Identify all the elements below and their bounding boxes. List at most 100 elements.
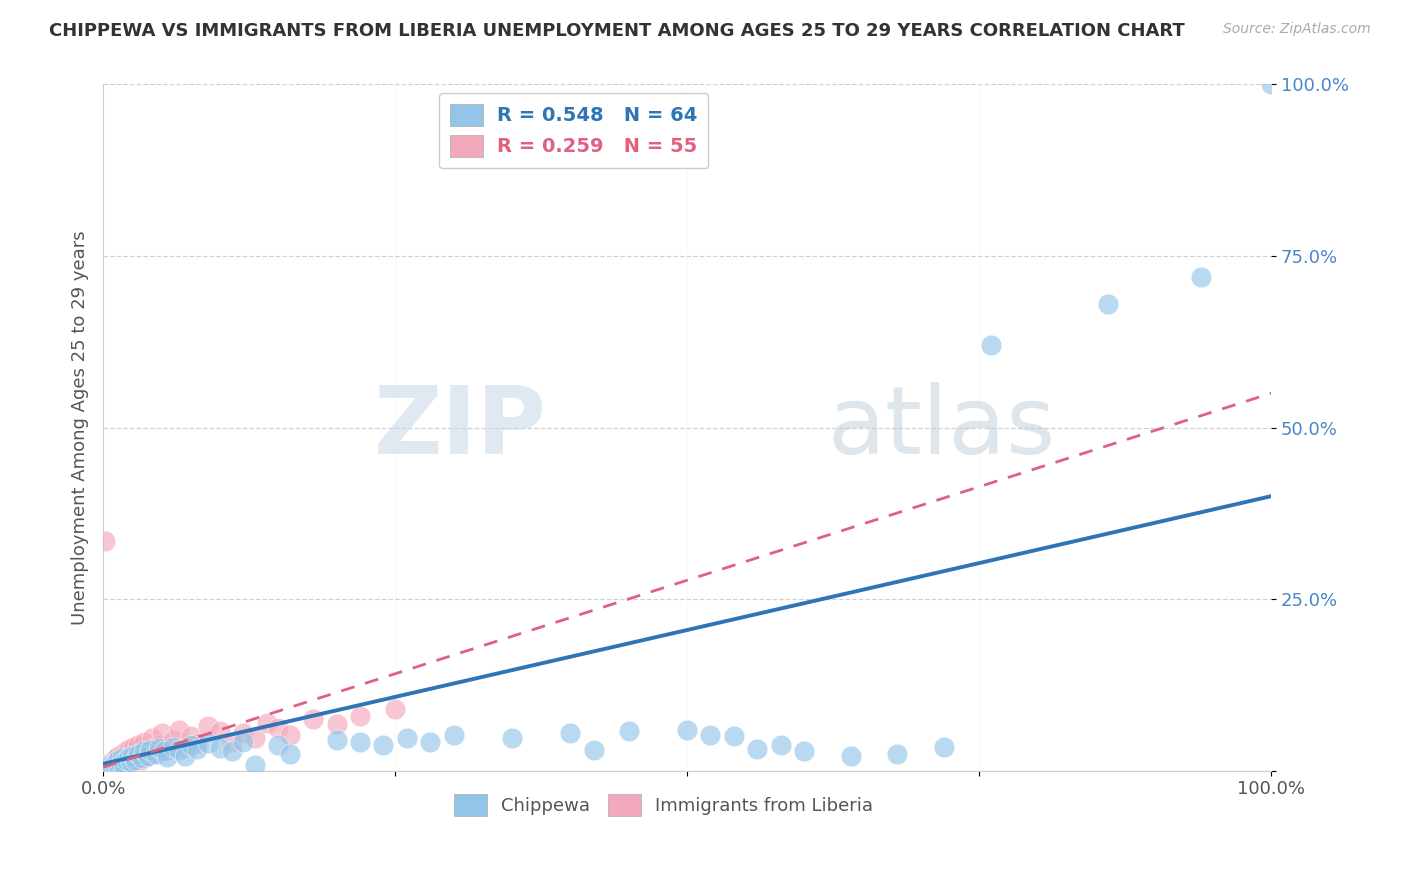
Point [124, 753, 146, 767]
Point [793, 744, 815, 758]
Point [150, 726, 173, 740]
Point [173, 739, 195, 754]
Point [384, 702, 406, 716]
Point [101, 758, 124, 772]
Point [153, 744, 176, 758]
Point [129, 753, 152, 767]
Point [111, 747, 134, 761]
Point [98, 760, 121, 774]
Point [121, 751, 143, 765]
Point [120, 756, 142, 770]
Point [98, 756, 121, 771]
Text: ZIP: ZIP [374, 382, 547, 474]
Point [108, 759, 131, 773]
Point [180, 738, 202, 752]
Point [699, 728, 721, 742]
Point [94, 533, 117, 548]
Point [256, 715, 278, 730]
Point [132, 744, 155, 758]
Point [108, 759, 131, 773]
Text: Source: ZipAtlas.com: Source: ZipAtlas.com [1223, 22, 1371, 37]
Point [101, 759, 124, 773]
Point [501, 731, 523, 745]
Point [186, 736, 208, 750]
Point [560, 726, 582, 740]
Point [167, 723, 190, 737]
Point [122, 739, 145, 754]
Point [1189, 269, 1212, 284]
Point [100, 762, 122, 776]
Point [96, 762, 118, 776]
Point [104, 756, 127, 770]
Point [267, 738, 290, 752]
Point [117, 753, 139, 767]
Point [769, 738, 792, 752]
Point [221, 735, 243, 749]
Point [932, 739, 955, 754]
Point [886, 747, 908, 761]
Point [111, 751, 134, 765]
Point [118, 741, 141, 756]
Point [148, 738, 170, 752]
Point [136, 748, 159, 763]
Point [395, 731, 418, 745]
Point [167, 743, 190, 757]
Point [582, 743, 605, 757]
Point [100, 756, 122, 770]
Point [980, 338, 1002, 352]
Point [839, 748, 862, 763]
Point [103, 753, 125, 767]
Point [104, 760, 127, 774]
Point [325, 732, 347, 747]
Point [115, 744, 138, 758]
Point [104, 760, 127, 774]
Point [349, 708, 371, 723]
Point [118, 750, 141, 764]
Point [105, 758, 128, 772]
Point [221, 744, 243, 758]
Point [103, 756, 125, 771]
Point [302, 712, 325, 726]
Point [232, 726, 254, 740]
Point [96, 762, 118, 776]
Point [115, 753, 138, 767]
Point [197, 719, 219, 733]
Point [232, 735, 254, 749]
Point [349, 735, 371, 749]
Point [186, 741, 208, 756]
Point [110, 756, 132, 771]
Point [145, 747, 167, 761]
Point [107, 753, 129, 767]
Point [97, 759, 120, 773]
Point [111, 756, 134, 770]
Point [747, 741, 769, 756]
Point [125, 748, 148, 763]
Point [104, 751, 127, 765]
Point [120, 747, 142, 761]
Point [127, 738, 149, 752]
Point [110, 753, 132, 767]
Point [145, 747, 167, 761]
Point [121, 748, 143, 763]
Point [131, 751, 153, 765]
Point [419, 735, 441, 749]
Point [1097, 297, 1119, 311]
Point [617, 723, 640, 738]
Point [723, 730, 745, 744]
Point [443, 728, 465, 742]
Point [124, 756, 146, 770]
Text: atlas: atlas [827, 382, 1056, 474]
Point [111, 756, 134, 770]
Point [132, 735, 155, 749]
Point [141, 731, 163, 745]
Point [112, 759, 135, 773]
Point [131, 744, 153, 758]
Point [139, 741, 162, 756]
Point [127, 747, 149, 761]
Point [278, 728, 301, 742]
Point [676, 723, 699, 737]
Point [112, 750, 135, 764]
Point [267, 721, 290, 735]
Y-axis label: Unemployment Among Ages 25 to 29 years: Unemployment Among Ages 25 to 29 years [72, 230, 89, 625]
Point [105, 756, 128, 771]
